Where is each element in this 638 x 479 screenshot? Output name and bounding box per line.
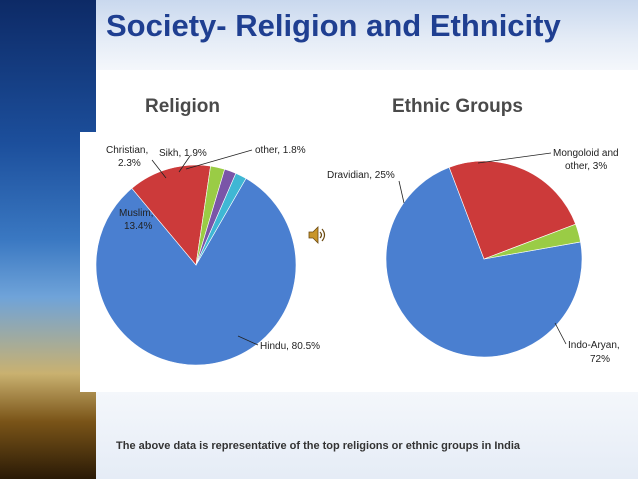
slice-muslim bbox=[131, 164, 211, 266]
label-christian: Christian, 2.3% bbox=[106, 145, 148, 169]
label-muslim: Muslim, 13.4% bbox=[119, 208, 153, 232]
religion-labels: Hindu, 80.5% Muslim, 13.4% Christian, 2.3%… bbox=[106, 145, 320, 352]
label-mongoloid: Mongoloid and other, 3% bbox=[553, 148, 619, 172]
religion-chart-title: Religion bbox=[145, 96, 220, 117]
footer-band bbox=[96, 392, 638, 479]
label-indo-aryan: Indo-Aryan, 72% bbox=[568, 340, 620, 365]
label-other: other, 1.8% bbox=[255, 145, 306, 156]
slice-dravidian bbox=[448, 160, 576, 260]
ethnic-pie bbox=[385, 160, 583, 358]
slice-other bbox=[195, 172, 247, 266]
slice-hindu bbox=[95, 177, 297, 366]
slice-indo-aryan bbox=[385, 167, 583, 358]
speaker-icon[interactable] bbox=[306, 224, 328, 246]
slice-mongoloid-and-other bbox=[483, 223, 581, 260]
label-sikh: Sikh, 1.9% bbox=[159, 148, 207, 159]
ethnic-labels: Dravidian, 25% Mongoloid and other, 3% In… bbox=[327, 148, 620, 365]
ethnic-chart-title: Ethnic Groups bbox=[392, 96, 523, 117]
label-dravidian: Dravidian, 25% bbox=[327, 170, 395, 181]
label-hindu: Hindu, 80.5% bbox=[260, 341, 320, 352]
religion-pie bbox=[95, 164, 297, 366]
header-band bbox=[96, 0, 638, 70]
caption-text: The above data is representative of the … bbox=[116, 440, 521, 452]
slide-title: Society- Religion and Ethnicity bbox=[106, 8, 561, 43]
